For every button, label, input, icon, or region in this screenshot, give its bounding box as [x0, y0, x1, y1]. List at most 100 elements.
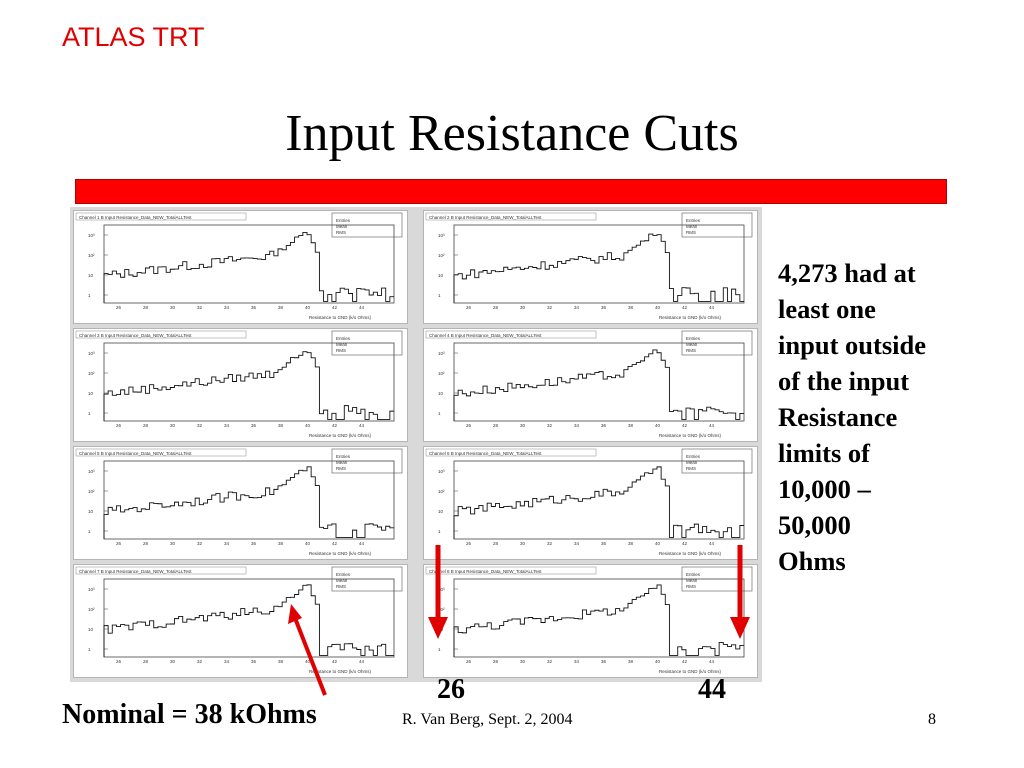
- x-tick-label: 44: [709, 659, 715, 664]
- y-tick-label: 1: [438, 411, 441, 416]
- plot-frame: [103, 578, 395, 658]
- x-tick-label: 28: [143, 305, 149, 310]
- x-tick-label: 38: [628, 541, 634, 546]
- stats-label: Entries: [336, 336, 351, 341]
- x-axis-label: Resistance to GND (k/o Ohms): [309, 551, 372, 556]
- y-tick-label: 1: [438, 293, 441, 298]
- x-tick-label: 38: [278, 305, 284, 310]
- stats-label: Entries: [686, 336, 701, 341]
- x-tick-label: 34: [224, 659, 230, 664]
- y-tick-label: 10: [438, 509, 444, 514]
- x-tick-label: 42: [682, 423, 688, 428]
- x-tick-label: 34: [574, 305, 580, 310]
- stats-label: Mean: [686, 342, 698, 347]
- x-tick-label: 32: [547, 305, 553, 310]
- y-tick-label: 10: [88, 509, 94, 514]
- side-note-line: limits of: [778, 438, 870, 468]
- x-tick-label: 40: [305, 659, 311, 664]
- histogram-trace: [103, 351, 394, 421]
- x-tick-label: 44: [709, 541, 715, 546]
- x-axis-label: Resistance to GND (k/o Ohms): [659, 433, 722, 438]
- x-tick-label: 42: [682, 541, 688, 546]
- side-note-line: Ohms: [778, 546, 846, 576]
- y-tick-label: 1: [88, 293, 91, 298]
- x-tick-label: 36: [601, 305, 607, 310]
- histogram-title: Channel 2 B Input Resistance_Data_NEW_To…: [429, 215, 542, 220]
- footer-author-date: R. Van Berg, Sept. 2, 2004: [402, 711, 573, 728]
- histogram-grid: Channel 1 B Input Resistance_Data_NEW_To…: [70, 207, 762, 682]
- y-tick-label: 10²: [438, 253, 445, 258]
- stats-label: RMS: [686, 584, 696, 589]
- x-axis-label: Resistance to GND (k/o Ohms): [659, 551, 722, 556]
- stats-label: Mean: [336, 224, 348, 229]
- histogram-panel: Channel 2 B Input Resistance_Data_NEW_To…: [423, 210, 758, 324]
- y-tick-label: 10: [88, 273, 94, 278]
- stats-label: Mean: [336, 578, 348, 583]
- left-limit-label: 26: [437, 674, 465, 705]
- x-tick-label: 28: [493, 305, 499, 310]
- plot-frame: [103, 224, 395, 304]
- histogram-title: Channel 1 B Input Resistance_Data_NEW_To…: [79, 215, 192, 220]
- x-tick-label: 26: [116, 659, 122, 664]
- histogram-title: Channel 5 B Input Resistance_Data_NEW_To…: [79, 451, 192, 456]
- histogram-title: Channel 8 B Input Resistance_Data_NEW_To…: [429, 569, 542, 574]
- right-limit-label: 44: [698, 674, 726, 705]
- histogram-panel: Channel 6 B Input Resistance_Data_NEW_To…: [423, 446, 758, 560]
- x-tick-label: 40: [655, 541, 661, 546]
- histogram-panel: Channel 3 B Input Resistance_Data_NEW_To…: [73, 328, 408, 442]
- x-tick-label: 42: [682, 305, 688, 310]
- stats-label: Entries: [686, 454, 701, 459]
- y-tick-label: 10³: [88, 351, 95, 356]
- stats-label: RMS: [686, 466, 696, 471]
- plot-frame: [103, 460, 395, 540]
- x-tick-label: 38: [278, 423, 284, 428]
- x-tick-label: 26: [466, 305, 472, 310]
- x-tick-label: 26: [466, 423, 472, 428]
- x-tick-label: 42: [332, 541, 338, 546]
- x-tick-label: 44: [709, 423, 715, 428]
- x-tick-label: 36: [601, 423, 607, 428]
- stats-label: Entries: [336, 454, 351, 459]
- x-axis-label: Resistance to GND (k/o Ohms): [309, 433, 372, 438]
- y-tick-label: 10³: [438, 233, 445, 238]
- y-tick-label: 10: [88, 391, 94, 396]
- x-tick-label: 42: [682, 659, 688, 664]
- x-tick-label: 28: [143, 423, 149, 428]
- x-axis-label: Resistance to GND (k/o Ohms): [309, 315, 372, 320]
- x-tick-label: 38: [628, 659, 634, 664]
- x-tick-label: 32: [547, 659, 553, 664]
- x-tick-label: 30: [170, 423, 176, 428]
- histogram-trace: [103, 584, 394, 657]
- histogram-trace: [103, 466, 394, 539]
- plot-frame: [453, 342, 745, 422]
- x-tick-label: 32: [197, 659, 203, 664]
- x-tick-label: 40: [305, 541, 311, 546]
- x-tick-label: 36: [251, 541, 257, 546]
- x-tick-label: 34: [574, 423, 580, 428]
- x-tick-label: 30: [170, 659, 176, 664]
- side-note-line: 4,273 had at: [778, 258, 916, 288]
- plot-frame: [103, 342, 395, 422]
- stats-label: Entries: [336, 572, 351, 577]
- x-tick-label: 38: [278, 541, 284, 546]
- y-tick-label: 10²: [88, 607, 95, 612]
- x-tick-label: 34: [224, 305, 230, 310]
- y-tick-label: 10³: [438, 587, 445, 592]
- side-note: 4,273 had at least one input outside of the…: [778, 255, 978, 579]
- x-tick-label: 28: [493, 659, 499, 664]
- x-tick-label: 40: [655, 305, 661, 310]
- side-note-line: least one: [778, 294, 876, 324]
- right-limit-arrow-icon: [730, 545, 750, 639]
- stats-label: Entries: [336, 218, 351, 223]
- histogram-title: Channel 6 B Input Resistance_Data_NEW_To…: [429, 451, 542, 456]
- histogram-trace: [103, 232, 394, 303]
- x-tick-label: 32: [197, 541, 203, 546]
- x-tick-label: 44: [359, 305, 365, 310]
- histogram-title: Channel 7 B Input Resistance_Data_NEW_To…: [79, 569, 192, 574]
- histogram-trace: [453, 584, 744, 657]
- x-tick-label: 32: [547, 541, 553, 546]
- x-tick-label: 42: [332, 305, 338, 310]
- stats-label: Mean: [336, 342, 348, 347]
- y-tick-label: 10²: [88, 253, 95, 258]
- x-tick-label: 26: [116, 423, 122, 428]
